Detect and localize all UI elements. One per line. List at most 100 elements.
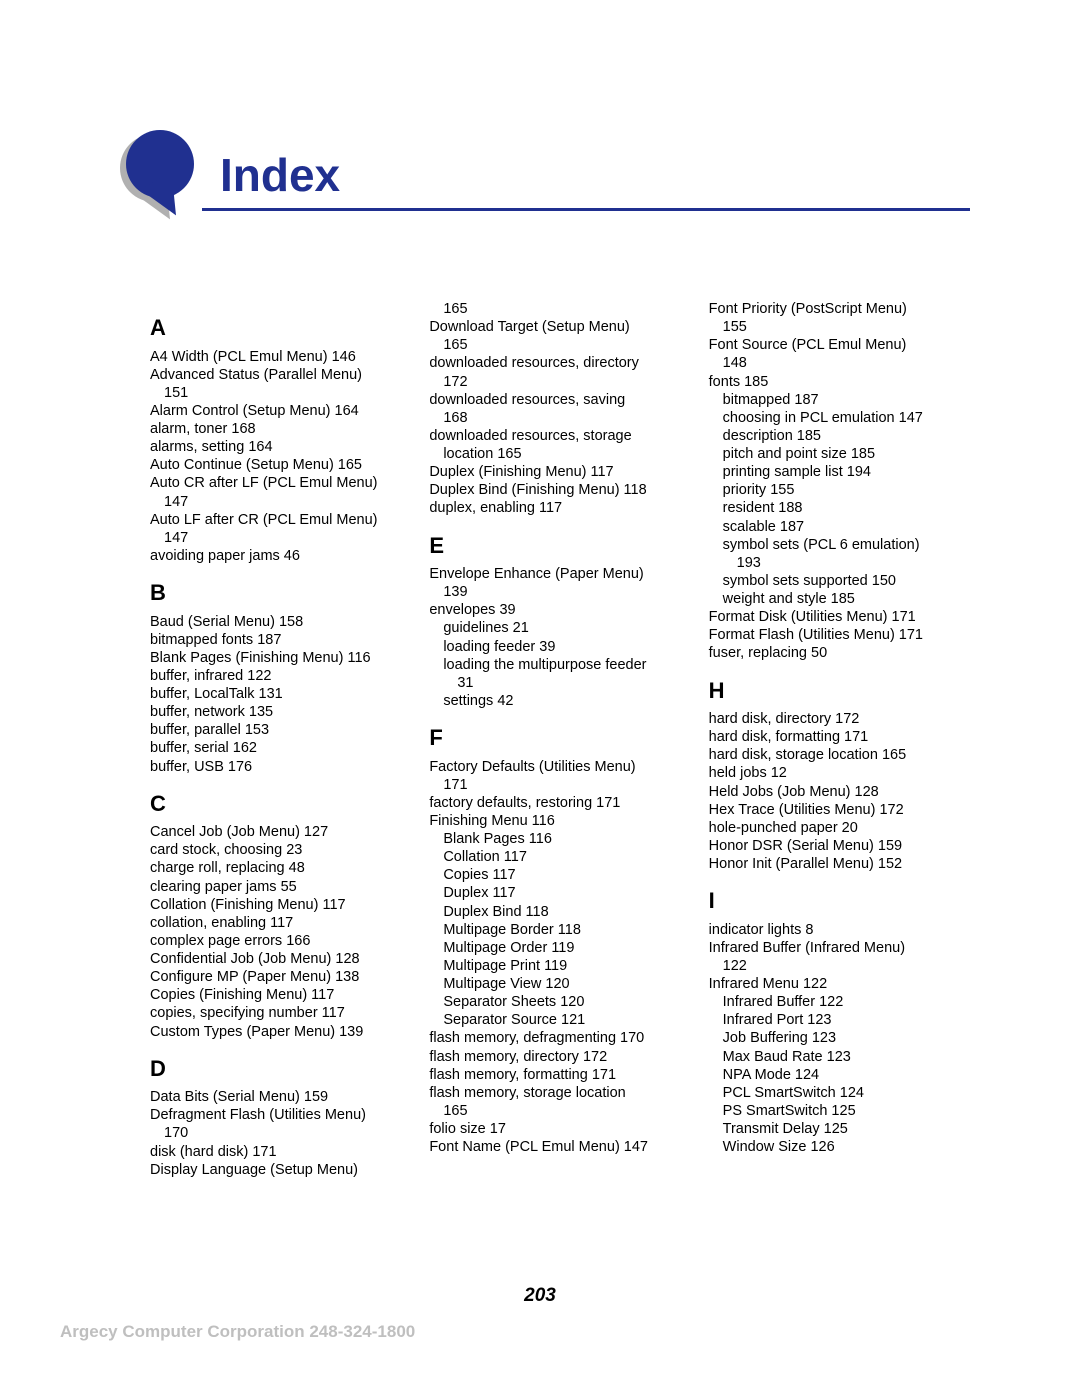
index-entry: Duplex (Finishing Menu) 117 [429,463,690,481]
index-column-2: 165Download Target (Setup Menu)165downlo… [429,300,690,1179]
index-entry: A4 Width (PCL Emul Menu) 146 [150,348,411,366]
index-entry: Held Jobs (Job Menu) 128 [709,783,970,801]
index-subentry: Blank Pages 116 [429,830,690,848]
index-subentry: 139 [429,583,690,601]
index-subentry: Multipage Border 118 [429,921,690,939]
index-subentry: Multipage Order 119 [429,939,690,957]
index-entry: Font Name (PCL Emul Menu) 147 [429,1138,690,1156]
index-subentry: 151 [150,384,411,402]
index-entry: Finishing Menu 116 [429,812,690,830]
index-entry: complex page errors 166 [150,932,411,950]
index-entry: buffer, serial 162 [150,739,411,757]
index-subentry: Duplex Bind 118 [429,903,690,921]
index-subentry: Separator Sheets 120 [429,993,690,1011]
index-subentry: 168 [429,409,690,427]
footer-corporation: Argecy Computer Corporation 248-324-1800 [60,1322,415,1342]
index-column-3: Font Priority (PostScript Menu)155Font S… [709,300,970,1179]
page-title: Index [220,148,340,202]
index-entry: Auto Continue (Setup Menu) 165 [150,456,411,474]
index-subentry: 170 [150,1124,411,1142]
index-subentry: Transmit Delay 125 [709,1120,970,1138]
index-entry: Alarm Control (Setup Menu) 164 [150,402,411,420]
index-columns: A A4 Width (PCL Emul Menu) 146Advanced St… [150,300,970,1179]
index-subentry: location 165 [429,445,690,463]
index-entry: copies, specifying number 117 [150,1004,411,1022]
index-subentry: 31 [429,674,690,692]
index-subentry: Infrared Buffer 122 [709,993,970,1011]
index-subentry: 147 [150,529,411,547]
index-entry: avoiding paper jams 46 [150,547,411,565]
index-subentry: Window Size 126 [709,1138,970,1156]
index-entry: downloaded resources, directory [429,354,690,372]
index-entry: alarms, setting 164 [150,438,411,456]
index-entry: indicator lights 8 [709,921,970,939]
page-number: 203 [0,1285,1080,1307]
section-letter: B [150,579,411,607]
index-page: Index A A4 Width (PCL Emul Menu) 146Advan… [0,0,1080,1397]
index-subentry: Copies 117 [429,866,690,884]
index-entry: Download Target (Setup Menu) [429,318,690,336]
index-subentry: scalable 187 [709,518,970,536]
index-entry: downloaded resources, storage [429,427,690,445]
index-subentry: 147 [150,493,411,511]
index-entry: alarm, toner 168 [150,420,411,438]
index-entry: Data Bits (Serial Menu) 159 [150,1088,411,1106]
index-entry: Font Source (PCL Emul Menu) [709,336,970,354]
index-entry: flash memory, formatting 171 [429,1066,690,1084]
index-subentry: guidelines 21 [429,619,690,637]
index-entry: factory defaults, restoring 171 [429,794,690,812]
header-rule [215,208,970,211]
index-entry: Format Flash (Utilities Menu) 171 [709,626,970,644]
index-entry: Infrared Buffer (Infrared Menu) [709,939,970,957]
index-entry: buffer, LocalTalk 131 [150,685,411,703]
index-entry: Blank Pages (Finishing Menu) 116 [150,649,411,667]
index-subentry: 165 [429,1102,690,1120]
index-entry: Copies (Finishing Menu) 117 [150,986,411,1004]
index-subentry: Infrared Port 123 [709,1011,970,1029]
index-entry: Configure MP (Paper Menu) 138 [150,968,411,986]
index-subentry: 155 [709,318,970,336]
index-subentry: 172 [429,373,690,391]
index-subentry: PS SmartSwitch 125 [709,1102,970,1120]
index-entry: Factory Defaults (Utilities Menu) [429,758,690,776]
header-badge [120,130,205,230]
index-subentry: 148 [709,354,970,372]
index-entry: Advanced Status (Parallel Menu) [150,366,411,384]
index-column-1: A A4 Width (PCL Emul Menu) 146Advanced St… [150,300,411,1179]
index-entry: hole-punched paper 20 [709,819,970,837]
index-entry: flash memory, defragmenting 170 [429,1029,690,1047]
index-entry: Font Priority (PostScript Menu) [709,300,970,318]
index-entry: buffer, network 135 [150,703,411,721]
index-entry: Defragment Flash (Utilities Menu) [150,1106,411,1124]
index-entry: Honor Init (Parallel Menu) 152 [709,855,970,873]
index-subentry: priority 155 [709,481,970,499]
section-letter: C [150,790,411,818]
index-entry: Honor DSR (Serial Menu) 159 [709,837,970,855]
section-letter: A [150,314,411,342]
index-subentry: Multipage View 120 [429,975,690,993]
index-subentry: resident 188 [709,499,970,517]
index-subentry: Separator Source 121 [429,1011,690,1029]
index-subentry: bitmapped 187 [709,391,970,409]
badge-icon [126,130,194,198]
index-entry: disk (hard disk) 171 [150,1143,411,1161]
index-entry: envelopes 39 [429,601,690,619]
index-entry: hard disk, storage location 165 [709,746,970,764]
index-entry: held jobs 12 [709,764,970,782]
index-entry: clearing paper jams 55 [150,878,411,896]
index-subentry: NPA Mode 124 [709,1066,970,1084]
index-entry: Format Disk (Utilities Menu) 171 [709,608,970,626]
index-entry: flash memory, directory 172 [429,1048,690,1066]
index-entry: hard disk, directory 172 [709,710,970,728]
section-letter: D [150,1055,411,1083]
index-subentry: 165 [429,336,690,354]
index-subentry: pitch and point size 185 [709,445,970,463]
index-entry: Display Language (Setup Menu) [150,1161,411,1179]
index-entry: fuser, replacing 50 [709,644,970,662]
index-entry: Baud (Serial Menu) 158 [150,613,411,631]
index-entry: Envelope Enhance (Paper Menu) [429,565,690,583]
index-subentry: loading the multipurpose feeder [429,656,690,674]
index-entry: duplex, enabling 117 [429,499,690,517]
index-entry: Duplex Bind (Finishing Menu) 118 [429,481,690,499]
index-subentry: printing sample list 194 [709,463,970,481]
